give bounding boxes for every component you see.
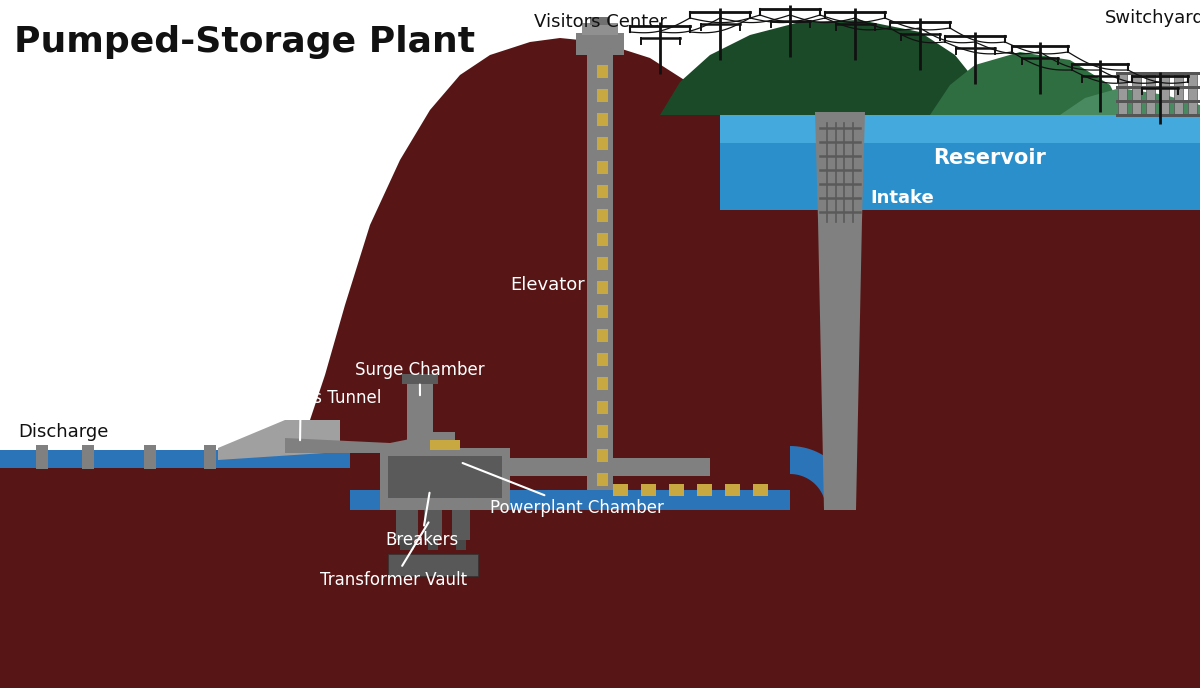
Bar [36, 445, 48, 469]
Bar [598, 449, 608, 462]
Bar [587, 55, 613, 490]
Polygon shape [0, 38, 1200, 688]
Bar [452, 510, 470, 540]
Bar [598, 425, 608, 438]
Bar [598, 353, 608, 366]
Bar [670, 484, 684, 496]
Text: Surge Chamber: Surge Chamber [355, 361, 485, 395]
Bar [598, 257, 608, 270]
Bar [598, 185, 608, 198]
Bar [510, 490, 790, 510]
Bar [754, 484, 768, 496]
Text: Main Access Tunnel: Main Access Tunnel [220, 389, 382, 440]
Bar [510, 458, 710, 476]
Bar [590, 17, 610, 25]
Text: Pumped-Storage Plant: Pumped-Storage Plant [14, 25, 475, 59]
Text: Powerplant Chamber: Powerplant Chamber [462, 463, 664, 517]
Bar [720, 115, 1200, 210]
Bar [720, 115, 1200, 143]
Bar [82, 445, 94, 469]
Bar [576, 33, 624, 55]
Bar [428, 540, 438, 550]
Bar [1146, 72, 1154, 114]
Polygon shape [218, 420, 340, 460]
Bar [1116, 100, 1200, 103]
Bar [350, 490, 790, 510]
Text: Visitors Center: Visitors Center [534, 13, 666, 31]
Bar [697, 484, 712, 496]
Bar [598, 329, 608, 342]
Bar [1116, 114, 1200, 117]
Bar [402, 374, 438, 384]
Bar [1174, 72, 1183, 114]
Bar [433, 432, 455, 448]
Polygon shape [815, 112, 865, 510]
Bar [424, 510, 442, 540]
Bar [598, 377, 608, 390]
Text: Transformer Vault: Transformer Vault [320, 522, 467, 589]
Bar [144, 445, 156, 469]
Bar [1118, 72, 1127, 114]
Bar [380, 448, 510, 510]
Bar [407, 382, 433, 450]
Bar [598, 209, 608, 222]
Bar [1160, 72, 1169, 114]
Bar [1132, 72, 1141, 114]
Bar [430, 440, 460, 450]
Bar [456, 540, 466, 550]
Text: Discharge: Discharge [18, 423, 108, 441]
Text: Intake: Intake [870, 189, 934, 207]
Bar [598, 137, 608, 150]
Polygon shape [660, 20, 980, 115]
Text: Reservoir: Reservoir [934, 148, 1046, 168]
Bar [582, 23, 618, 35]
Bar [598, 113, 608, 126]
Bar [598, 161, 608, 174]
Bar [613, 484, 628, 496]
Bar [204, 445, 216, 469]
Bar [400, 540, 414, 550]
Text: Elevator: Elevator [510, 276, 584, 294]
Bar [1116, 72, 1200, 75]
Bar [598, 233, 608, 246]
Text: Switchyard: Switchyard [1105, 9, 1200, 27]
Bar [641, 484, 656, 496]
Bar [1116, 86, 1200, 89]
Bar [598, 281, 608, 294]
Bar [598, 401, 608, 414]
Polygon shape [829, 135, 851, 510]
Bar [396, 510, 418, 540]
Polygon shape [1060, 88, 1200, 115]
Polygon shape [0, 452, 340, 468]
Polygon shape [930, 52, 1126, 115]
Bar [0, 450, 350, 468]
Bar [388, 456, 502, 498]
Bar [725, 484, 740, 496]
Bar [598, 89, 608, 102]
Bar [598, 305, 608, 318]
Bar [598, 473, 608, 486]
Bar [598, 65, 608, 78]
Text: Breakers: Breakers [385, 493, 458, 549]
Bar [1188, 72, 1198, 114]
Polygon shape [286, 438, 415, 453]
Polygon shape [790, 446, 854, 510]
Bar [388, 554, 478, 576]
